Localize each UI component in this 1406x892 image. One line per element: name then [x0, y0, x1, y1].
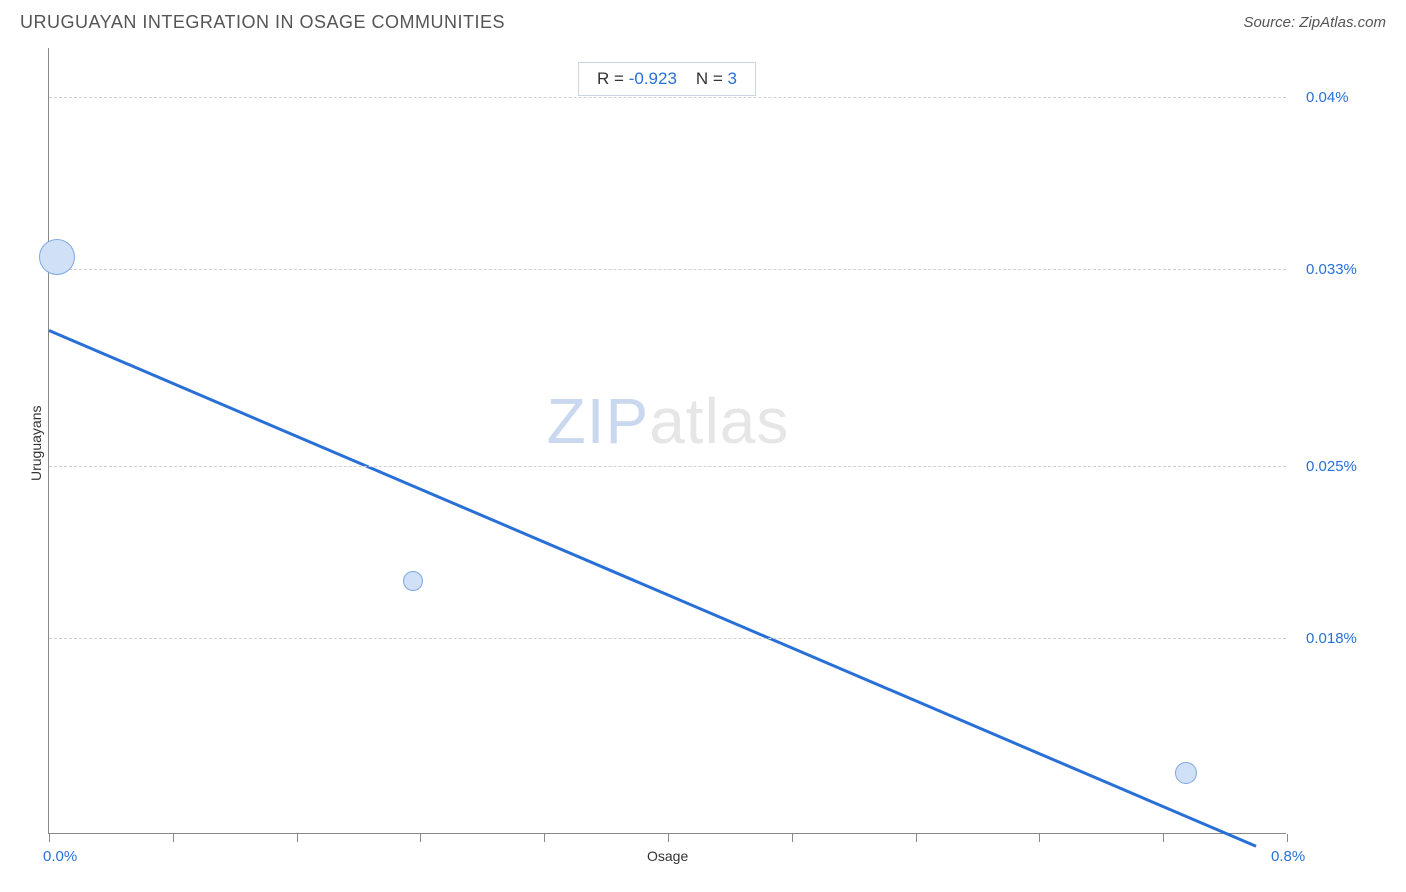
x-tick [173, 834, 174, 842]
gridline [49, 466, 1286, 467]
y-axis-label: Uruguayans [28, 406, 44, 482]
gridline [49, 638, 1286, 639]
trendline-svg [49, 48, 1287, 834]
r-label: R = [597, 69, 624, 88]
x-tick [668, 834, 669, 842]
stats-box: R = -0.923 N = 3 [578, 62, 756, 96]
trendline [49, 330, 1256, 846]
r-value: -0.923 [629, 69, 677, 88]
x-tick [420, 834, 421, 842]
y-tick-label: 0.018% [1306, 630, 1357, 647]
source-attribution: Source: ZipAtlas.com [1243, 14, 1386, 31]
chart-title: URUGUAYAN INTEGRATION IN OSAGE COMMUNITI… [20, 12, 505, 33]
gridline [49, 269, 1286, 270]
x-tick [1287, 834, 1288, 842]
x-axis-label: Osage [647, 848, 688, 864]
gridline [49, 97, 1286, 98]
x-tick-label: 0.8% [1271, 848, 1305, 865]
data-point [39, 239, 75, 275]
n-label: N = [696, 69, 723, 88]
y-tick-label: 0.033% [1306, 261, 1357, 278]
x-tick-label: 0.0% [43, 848, 77, 865]
y-tick-label: 0.025% [1306, 458, 1357, 475]
x-tick [49, 834, 50, 842]
data-point [403, 571, 423, 591]
x-tick [1039, 834, 1040, 842]
n-value: 3 [727, 69, 736, 88]
scatter-plot-area: ZIPatlas [48, 48, 1286, 834]
x-tick [544, 834, 545, 842]
x-tick [916, 834, 917, 842]
data-point [1175, 762, 1197, 784]
x-tick [792, 834, 793, 842]
y-tick-label: 0.04% [1306, 89, 1349, 106]
x-tick [297, 834, 298, 842]
x-tick [1163, 834, 1164, 842]
